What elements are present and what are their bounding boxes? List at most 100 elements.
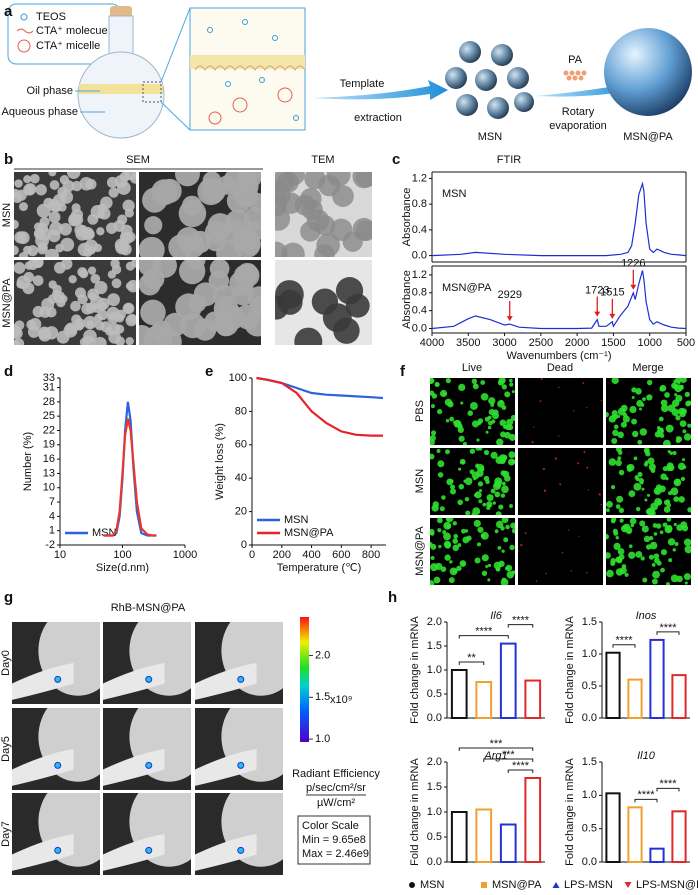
blob	[578, 535, 580, 537]
y-tick-label: 1.0	[582, 789, 597, 801]
blob	[120, 231, 134, 245]
blob	[649, 541, 658, 550]
blob	[677, 462, 686, 471]
blob	[606, 552, 611, 559]
bar	[450, 811, 468, 863]
blob	[606, 411, 609, 418]
blob	[638, 407, 642, 411]
y-tick-label: 0.0	[412, 322, 427, 334]
scale-box	[297, 815, 371, 865]
blob	[430, 390, 435, 396]
image-content	[195, 793, 283, 875]
mouse-leg	[103, 834, 165, 871]
bar	[475, 808, 493, 863]
blob	[687, 423, 691, 428]
blob	[608, 458, 617, 466]
peak-label: 1515	[600, 287, 624, 299]
row-label: Day5	[0, 736, 12, 762]
blob	[452, 538, 458, 544]
blob	[501, 454, 508, 461]
panel-letter: f	[400, 363, 406, 380]
blob	[430, 531, 435, 536]
blob	[665, 424, 674, 433]
blob	[656, 426, 661, 430]
significance-label: ****	[512, 615, 530, 627]
blob	[436, 518, 443, 524]
bar	[605, 651, 621, 719]
blob	[606, 533, 610, 540]
blob	[96, 227, 105, 236]
blob	[617, 548, 625, 555]
x-tick-label: 500	[677, 337, 695, 349]
blob	[663, 506, 671, 513]
blob	[83, 329, 97, 344]
blob	[664, 525, 673, 534]
blob	[469, 448, 476, 454]
teos	[259, 77, 265, 83]
blob	[646, 493, 650, 497]
blob	[492, 409, 499, 416]
label: Template	[340, 78, 385, 90]
blob	[464, 477, 473, 486]
blob	[497, 546, 502, 550]
schematic-legend: TEOS	[36, 11, 66, 23]
blob	[612, 429, 619, 437]
blob	[600, 503, 602, 506]
blob	[615, 459, 622, 467]
blob	[624, 572, 629, 577]
blob	[681, 458, 686, 462]
blob	[645, 544, 652, 550]
plot-label: MSN	[442, 188, 467, 200]
blob	[634, 475, 639, 480]
blob	[452, 544, 460, 552]
blob	[430, 453, 435, 460]
row-label: Day7	[0, 821, 12, 847]
blob	[637, 439, 643, 445]
image-content	[606, 518, 691, 585]
blob	[673, 379, 678, 384]
blob	[433, 576, 441, 584]
blob	[492, 482, 501, 491]
blob	[642, 397, 646, 402]
signal	[145, 846, 153, 854]
blob	[326, 172, 351, 187]
blob	[107, 312, 119, 324]
blob	[615, 536, 619, 540]
image-merge	[606, 448, 691, 515]
y-tick-label: 19	[43, 439, 55, 451]
image-tem2	[275, 260, 372, 345]
image-content	[103, 708, 191, 790]
signal	[145, 675, 153, 683]
blob	[471, 512, 476, 515]
blob	[456, 565, 462, 572]
blob	[217, 175, 237, 195]
y-tick-label: 0.5	[582, 823, 597, 835]
blob	[645, 508, 653, 515]
blob	[667, 404, 676, 413]
legend-label: LPS-MSN@PA	[636, 879, 698, 891]
blob	[142, 268, 165, 290]
legend-marker	[481, 882, 487, 888]
blob	[481, 554, 489, 562]
blob	[439, 506, 445, 512]
schematic-legend: CTA⁺ micelle	[36, 40, 100, 52]
peak-label: 1226	[621, 258, 645, 270]
chart-title: Il10	[637, 750, 656, 762]
blob	[48, 280, 57, 289]
msn-particle	[445, 67, 467, 89]
blob	[662, 439, 671, 445]
blob	[74, 321, 84, 331]
blob	[444, 542, 451, 549]
x-tick-label: 200	[273, 549, 291, 561]
blob	[672, 548, 676, 552]
blob	[457, 499, 463, 506]
blob	[163, 312, 187, 337]
blob	[501, 518, 509, 524]
msn-particle	[507, 67, 529, 89]
image-dead	[518, 378, 603, 445]
image-content	[606, 378, 691, 445]
blob	[27, 260, 39, 270]
blob	[606, 569, 614, 578]
blob	[497, 379, 504, 386]
header: RhB-MSN@PA	[111, 602, 186, 614]
